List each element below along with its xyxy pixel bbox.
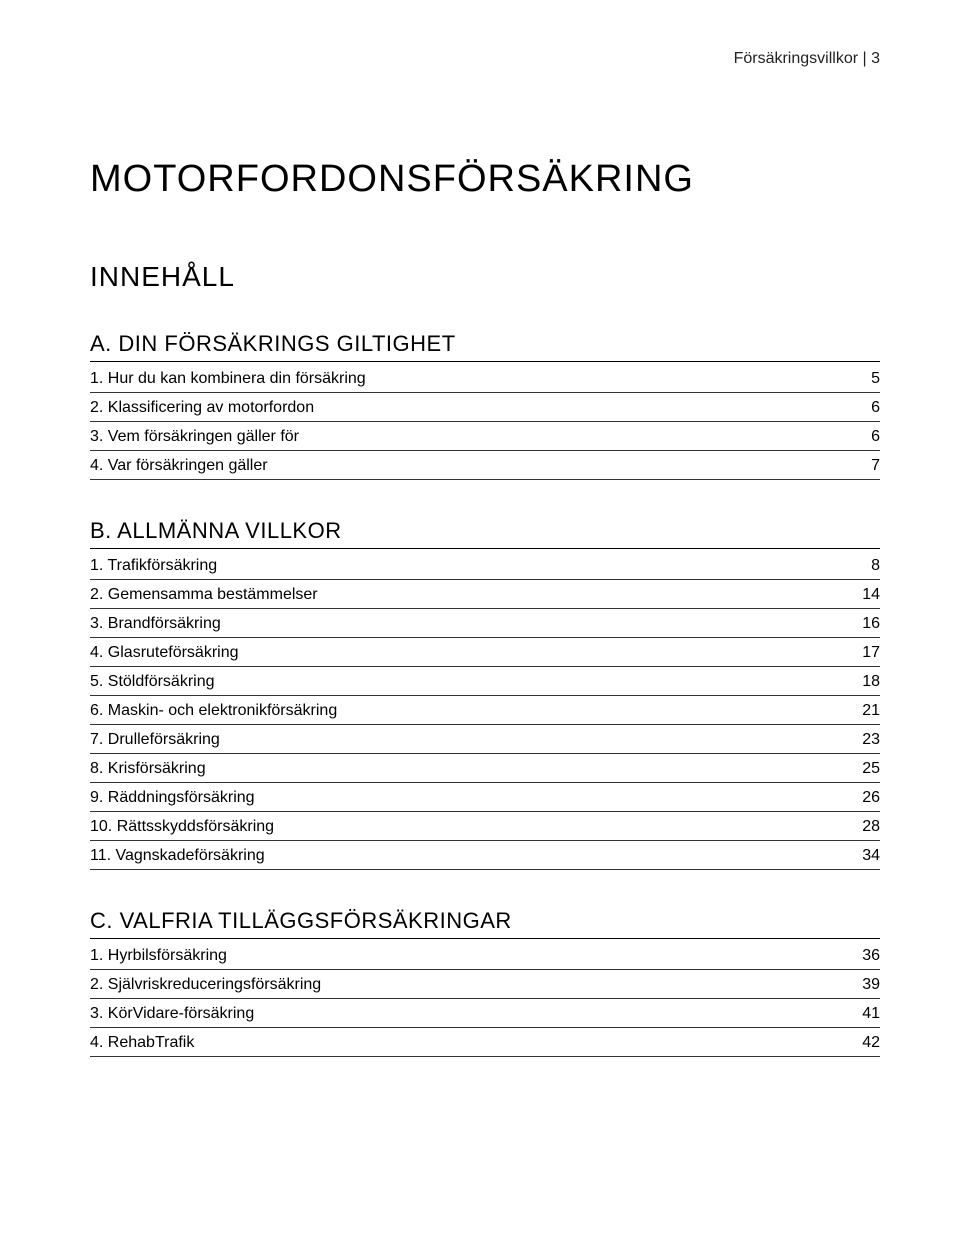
toc-row: 3. KörVidare-försäkring 41 [90, 999, 880, 1028]
toc-row: 11. Vagnskadeförsäkring 34 [90, 841, 880, 870]
toc-page: 34 [840, 847, 880, 865]
toc-page: 26 [840, 789, 880, 807]
toc-row: 5. Stöldförsäkring 18 [90, 667, 880, 696]
toc-page: 6 [840, 399, 880, 417]
toc-row: 1. Hyrbilsförsäkring 36 [90, 941, 880, 970]
toc-page: 41 [840, 1005, 880, 1023]
toc-label: 2. Klassificering av motorfordon [90, 399, 840, 417]
toc-label: 4. RehabTrafik [90, 1034, 840, 1052]
section-heading: B. ALLMÄNNA VILLKOR [90, 518, 880, 549]
toc-page: 16 [840, 615, 880, 633]
toc-label: 9. Räddningsförsäkring [90, 789, 840, 807]
toc-page: 5 [840, 370, 880, 388]
toc-page: 14 [840, 586, 880, 604]
toc-page: 17 [840, 644, 880, 662]
toc-page: 39 [840, 976, 880, 994]
toc-row: 3. Vem försäkringen gäller för 6 [90, 422, 880, 451]
toc-row: 4. Var försäkringen gäller 7 [90, 451, 880, 480]
toc-page: 8 [840, 557, 880, 575]
toc-page: 23 [840, 731, 880, 749]
toc-row: 1. Hur du kan kombinera din försäkring 5 [90, 364, 880, 393]
toc-label: 1. Hur du kan kombinera din försäkring [90, 370, 840, 388]
section-heading: C. VALFRIA TILLÄGGSFÖRSÄKRINGAR [90, 908, 880, 939]
toc-row: 2. Klassificering av motorfordon 6 [90, 393, 880, 422]
toc-row: 8. Krisförsäkring 25 [90, 754, 880, 783]
toc-label: 1. Trafikförsäkring [90, 557, 840, 575]
page-header-right: Försäkringsvillkor | 3 [90, 50, 880, 68]
toc-label: 7. Drulleförsäkring [90, 731, 840, 749]
toc-label: 3. Vem försäkringen gäller för [90, 428, 840, 446]
toc-label: 2. Gemensamma bestämmelser [90, 586, 840, 604]
toc-label: 3. KörVidare-försäkring [90, 1005, 840, 1023]
toc-row: 3. Brandförsäkring 16 [90, 609, 880, 638]
toc-row: 4. RehabTrafik 42 [90, 1028, 880, 1057]
toc-label: 5. Stöldförsäkring [90, 673, 840, 691]
toc-label: 1. Hyrbilsförsäkring [90, 947, 840, 965]
toc-row: 2. Självriskreduceringsförsäkring 39 [90, 970, 880, 999]
toc-page: 18 [840, 673, 880, 691]
toc-heading: INNEHÅLL [90, 261, 880, 293]
toc-label: 8. Krisförsäkring [90, 760, 840, 778]
toc-page: 28 [840, 818, 880, 836]
toc-page: 6 [840, 428, 880, 446]
toc-label: 2. Självriskreduceringsförsäkring [90, 976, 840, 994]
section-heading: A. DIN FÖRSÄKRINGS GILTIGHET [90, 331, 880, 362]
toc-page: 7 [840, 457, 880, 475]
toc-page: 21 [840, 702, 880, 720]
toc-row: 9. Räddningsförsäkring 26 [90, 783, 880, 812]
toc-row: 1. Trafikförsäkring 8 [90, 551, 880, 580]
toc-label: 6. Maskin- och elektronikförsäkring [90, 702, 840, 720]
toc-row: 7. Drulleförsäkring 23 [90, 725, 880, 754]
toc-page: 36 [840, 947, 880, 965]
toc-page: 42 [840, 1034, 880, 1052]
toc-label: 10. Rättsskyddsförsäkring [90, 818, 840, 836]
toc-row: 10. Rättsskyddsförsäkring 28 [90, 812, 880, 841]
toc-row: 6. Maskin- och elektronikförsäkring 21 [90, 696, 880, 725]
toc-row: 2. Gemensamma bestämmelser 14 [90, 580, 880, 609]
toc-label: 11. Vagnskadeförsäkring [90, 847, 840, 865]
toc-label: 3. Brandförsäkring [90, 615, 840, 633]
toc-label: 4. Var försäkringen gäller [90, 457, 840, 475]
document-title: MOTORFORDONSFÖRSÄKRING [90, 158, 880, 201]
toc-row: 4. Glasruteförsäkring 17 [90, 638, 880, 667]
toc-page: 25 [840, 760, 880, 778]
toc-label: 4. Glasruteförsäkring [90, 644, 840, 662]
